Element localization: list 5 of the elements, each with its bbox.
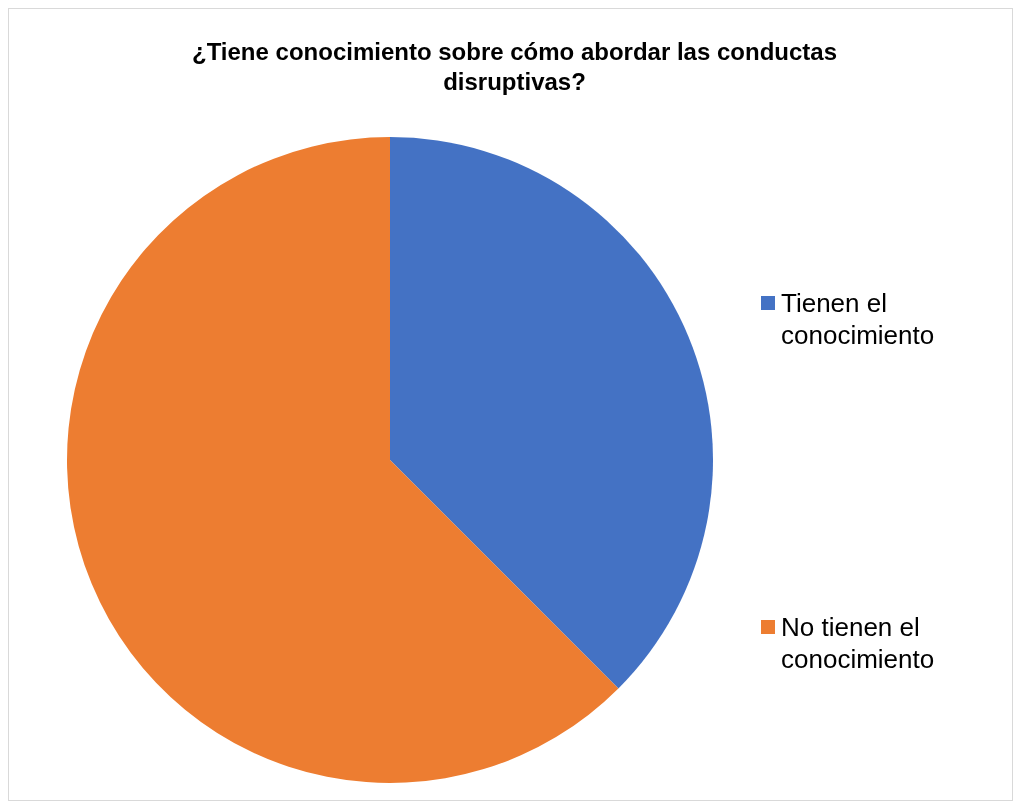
chart-title: ¿Tiene conocimiento sobre cómo abordar las conductas disruptivas? [190,37,838,97]
legend-label: No tienen el conocimiento [781,611,936,675]
pie-slice [67,137,619,783]
legend-label: Tienen el conocimiento [781,287,936,351]
pie-slice [390,137,713,689]
